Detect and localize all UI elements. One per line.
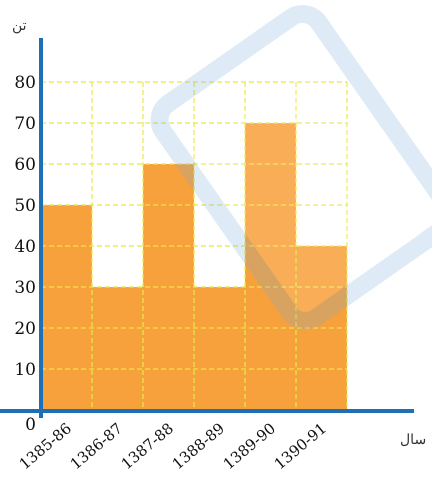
bar-1385-86 (41, 205, 92, 410)
x-tick-label: 1387-88 (118, 419, 177, 473)
x-tick-label: 1386-87 (67, 419, 126, 473)
y-tick-label: 0 (25, 415, 36, 435)
y-tick-labels: 0 10 20 30 40 50 60 70 80 (14, 73, 36, 435)
y-tick-label: 30 (14, 278, 36, 298)
y-axis-label: تن (12, 18, 27, 34)
y-tick-label: 10 (14, 360, 36, 380)
x-tick-labels: 1385-861386-871387-881388-891389-901390-… (16, 419, 330, 473)
bar-1386-87 (92, 287, 143, 410)
y-tick-label: 80 (14, 73, 36, 93)
x-axis-label: سال (400, 432, 426, 448)
y-tick-label: 20 (14, 319, 36, 339)
x-tick-label: 1388-89 (169, 419, 228, 473)
x-tick-label: 1389-90 (220, 419, 279, 473)
y-tick-label: 40 (14, 237, 36, 257)
bar-1388-89 (194, 287, 245, 410)
y-tick-label: 60 (14, 155, 36, 175)
y-tick-label: 50 (14, 196, 36, 216)
y-tick-label: 70 (14, 114, 36, 134)
x-tick-label: 1390-91 (271, 419, 330, 473)
